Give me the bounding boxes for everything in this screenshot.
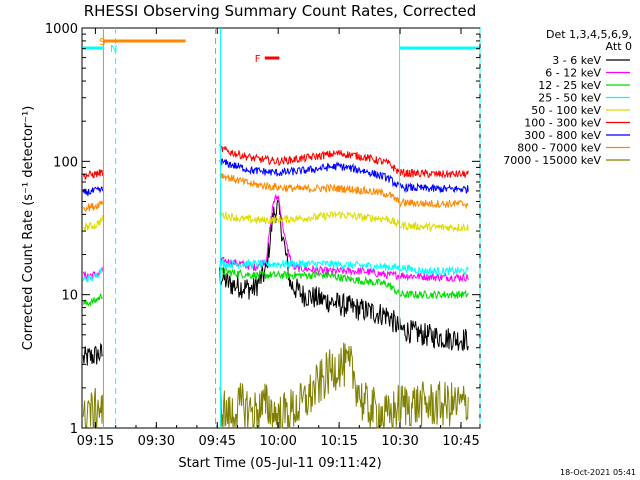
series-6: [82, 158, 469, 197]
series-4: [82, 210, 469, 233]
flag-label: N: [110, 44, 117, 55]
series-line: [82, 268, 103, 283]
x-tick-label: 09:30: [138, 434, 175, 449]
x-tick-label: 10:30: [381, 434, 418, 449]
legend-entry: 100 - 300 keV: [524, 117, 601, 130]
series-line: [219, 144, 469, 179]
series-line: [82, 342, 103, 366]
x-axis-label: Start Time (05-Jul-11 09:11:42): [178, 456, 381, 471]
flag-label: F: [255, 54, 261, 65]
series-7: [82, 173, 469, 212]
x-tick-label: 09:45: [199, 434, 236, 449]
legend-entry: 50 - 100 keV: [531, 104, 601, 117]
legend-entry: 800 - 7000 keV: [517, 142, 601, 155]
series-line: [219, 173, 469, 210]
legend-entry: 12 - 25 keV: [538, 79, 601, 92]
legend-entry: 300 - 800 keV: [524, 129, 601, 142]
x-ticks: 09:15 09:30 09:45 10:00 10:15 10:30 10:45: [77, 28, 480, 449]
series-5: [82, 144, 469, 181]
legend-entry: 7000 - 15000 keV: [503, 154, 601, 167]
markers-layer: [102, 28, 481, 428]
series-line: [219, 210, 469, 233]
x-tick-label: 10:45: [442, 434, 479, 449]
x-tick-label: 10:00: [259, 434, 296, 449]
series-line: [82, 169, 104, 181]
series-line: [219, 199, 469, 352]
legend-entry: 6 - 12 keV: [545, 67, 601, 80]
x-tick-label: 10:15: [320, 434, 357, 449]
series-3: [82, 258, 469, 283]
footer-timestamp: 18-Oct-2021 05:41: [560, 468, 636, 477]
y-tick-label: 10: [61, 289, 78, 304]
series-line: [82, 200, 104, 212]
x-tick-label: 09:15: [77, 434, 114, 449]
flags-layer: SN F: [82, 37, 480, 65]
series-layer: [82, 144, 469, 430]
y-ticks: 1 10 100 1000: [45, 22, 480, 437]
series-0: [82, 199, 469, 366]
y-tick-label: 100: [53, 155, 78, 170]
legend-entry: 25 - 50 keV: [538, 92, 601, 105]
legend-header: Att 0: [606, 40, 632, 53]
legend-entry: 3 - 6 keV: [552, 54, 601, 67]
y-tick-label: 1: [70, 422, 78, 437]
series-line: [219, 158, 469, 194]
series-line: [219, 258, 469, 277]
y-tick-label: 1000: [45, 22, 78, 37]
series-line: [82, 186, 104, 197]
series-8: [82, 342, 469, 430]
series-line: [219, 342, 469, 430]
series-2: [82, 266, 469, 307]
legend-header: Det 1,3,4,5,6,9,: [546, 28, 632, 41]
series-line: [82, 293, 103, 307]
y-axis-label: Corrected Count Rate (s⁻¹ detector⁻¹): [21, 106, 36, 351]
series-line: [82, 215, 104, 231]
chart-title: RHESSI Observing Summary Count Rates, Co…: [84, 2, 477, 20]
series-line: [82, 387, 104, 429]
series-line: [219, 266, 469, 300]
plot-area: SNF 09:15 09:30 09:45 10:00 10:15 10:30 10:45 …: [45, 22, 481, 449]
flag-label: S: [99, 37, 105, 48]
